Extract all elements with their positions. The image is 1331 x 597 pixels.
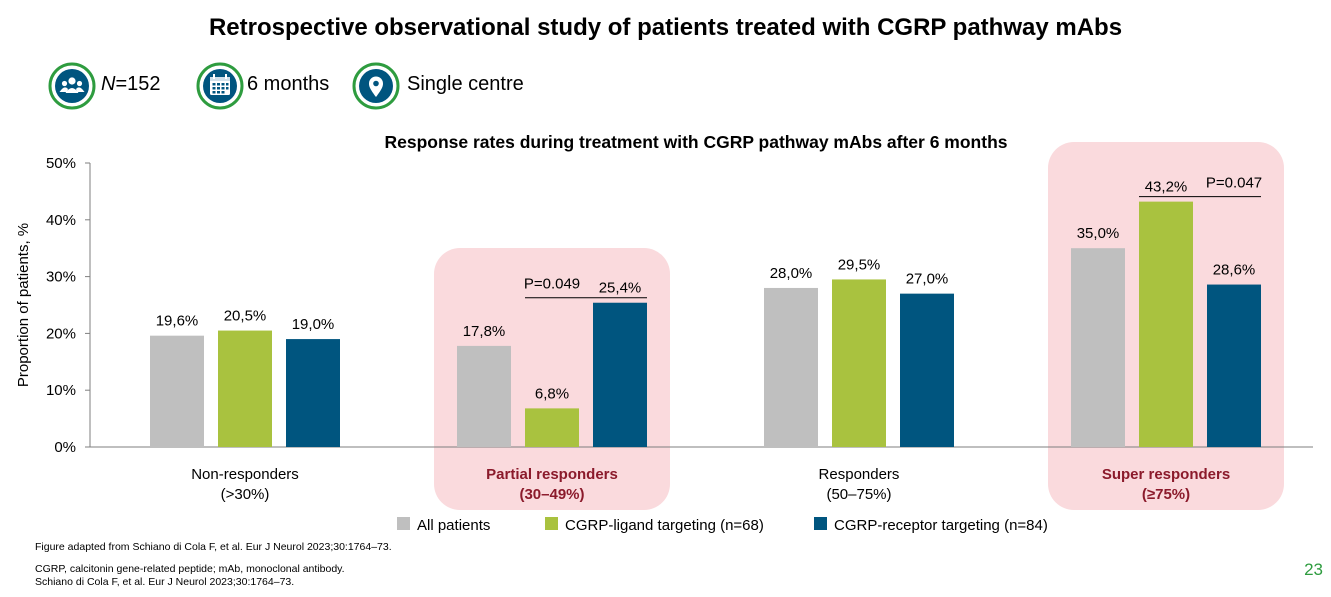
data-labels: 19,6% 17,8% 28,0% 35,0% 20,5% 6,8% 29,5% 43,2% 1… xyxy=(156,179,1256,403)
data-label-0-3: 35,0% xyxy=(1077,225,1120,242)
category-labels: Non-responders (>30%) Partial responders (3… xyxy=(191,466,1230,503)
legend-label-1: CGRP-ligand targeting (n=68) xyxy=(565,517,764,534)
data-label-0-2: 28,0% xyxy=(770,265,813,282)
bar-0-1 xyxy=(457,345,511,447)
data-label-1-0: 20,5% xyxy=(224,308,267,325)
location-pin-icon xyxy=(352,62,400,110)
y-tick-label: 20% xyxy=(46,325,76,342)
data-label-1-1: 6,8% xyxy=(535,385,569,402)
data-label-2-2: 27,0% xyxy=(906,271,949,288)
y-tick-label: 10% xyxy=(46,382,76,399)
footnote-reference: Schiano di Cola F, et al. Eur J Neurol 2… xyxy=(35,576,295,588)
data-label-2-1: 25,4% xyxy=(599,280,642,297)
page-number: 23 xyxy=(1304,560,1323,579)
chart-title: Response rates during treatment with CGR… xyxy=(385,132,1008,152)
bar-1-0 xyxy=(218,330,272,447)
data-label-2-0: 19,0% xyxy=(292,316,335,333)
annotations: P=0.049 P=0.047 xyxy=(524,175,1262,299)
legend: All patients CGRP-ligand targeting (n=68)… xyxy=(397,517,1048,534)
category-label-2: Responders xyxy=(819,466,900,483)
bar-2-1 xyxy=(593,302,647,447)
category-sublabel-1: (30–49%) xyxy=(519,486,584,503)
stat-setting-label: Single centre xyxy=(407,73,524,95)
bars xyxy=(150,201,1261,447)
y-tick-label: 0% xyxy=(54,439,76,456)
slide-title: Retrospective observational study of pat… xyxy=(208,14,1123,41)
data-label-2-3: 28,6% xyxy=(1213,262,1256,279)
stat-duration-label: 6 months xyxy=(247,73,330,95)
bar-2-0 xyxy=(286,339,340,447)
category-label-1: Partial responders xyxy=(486,466,618,483)
footnote-abbreviations: CGRP, calcitonin gene-related peptide; m… xyxy=(35,563,345,575)
category-label-3: Super responders xyxy=(1102,466,1230,483)
bar-1-2 xyxy=(832,279,886,447)
bar-2-3 xyxy=(1207,284,1261,447)
legend-swatch-0 xyxy=(397,517,410,530)
bar-2-2 xyxy=(900,293,954,447)
y-axis-label: Proportion of patients, % xyxy=(15,223,32,387)
category-sublabel-0: (>30%) xyxy=(221,486,270,503)
data-label-1-3: 43,2% xyxy=(1145,179,1188,196)
calendar-icon xyxy=(196,62,244,110)
footnote-source: Figure adapted from Schiano di Cola F, e… xyxy=(35,541,392,553)
legend-label-2: CGRP-receptor targeting (n=84) xyxy=(834,517,1048,534)
legend-label-0: All patients xyxy=(417,517,490,534)
people-icon xyxy=(48,62,96,110)
legend-swatch-2 xyxy=(814,517,827,530)
y-tick-label: 40% xyxy=(46,212,76,229)
data-label-0-1: 17,8% xyxy=(463,323,506,340)
p-value-1: P=0.047 xyxy=(1206,175,1262,192)
bar-0-0 xyxy=(150,335,204,447)
bar-1-3 xyxy=(1139,201,1193,447)
category-label-0: Non-responders xyxy=(191,466,299,483)
bar-1-1 xyxy=(525,408,579,447)
y-tick-label: 50% xyxy=(46,155,76,172)
data-label-1-2: 29,5% xyxy=(838,256,881,273)
category-sublabel-2: (50–75%) xyxy=(826,486,891,503)
category-sublabel-3: (≥75%) xyxy=(1142,486,1190,503)
bar-0-2 xyxy=(764,287,818,447)
legend-swatch-1 xyxy=(545,517,558,530)
stat-sample-size-label: N=152 xyxy=(101,73,161,95)
p-value-0: P=0.049 xyxy=(524,276,580,293)
bar-0-3 xyxy=(1071,248,1125,447)
y-tick-label: 30% xyxy=(46,269,76,286)
data-label-0-0: 19,6% xyxy=(156,313,199,330)
